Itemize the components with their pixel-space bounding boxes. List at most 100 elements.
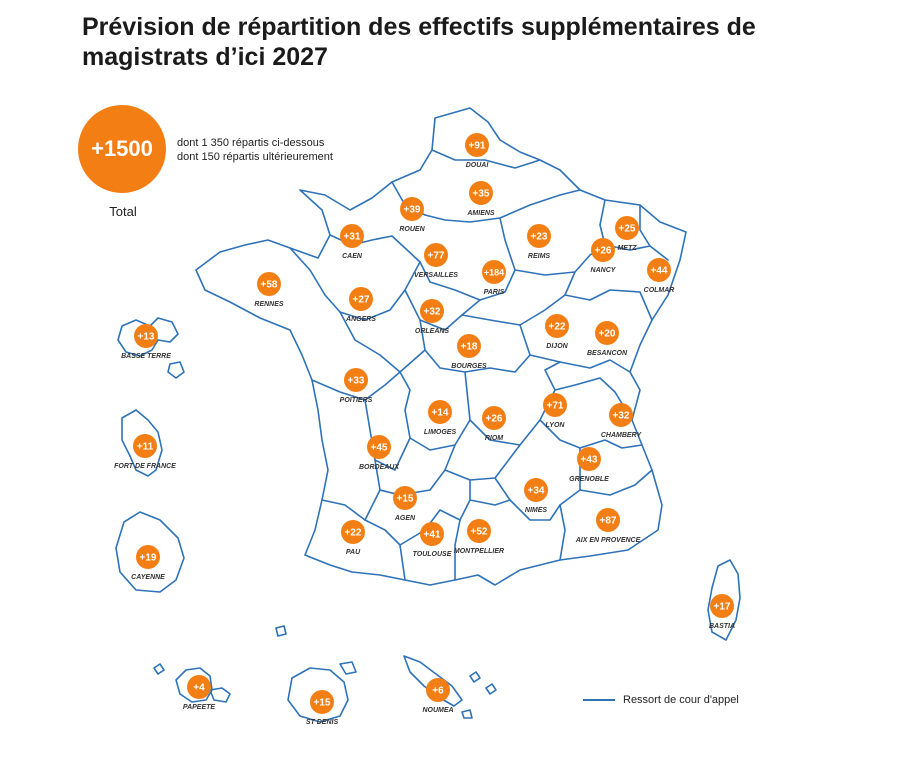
court-fort-de-france: +11 FORT DE FRANCE bbox=[114, 434, 176, 470]
court-dijon: +22 DIJON bbox=[545, 314, 569, 350]
court-badge-angers bbox=[349, 287, 373, 311]
court-value-bastia: +17 bbox=[714, 602, 731, 613]
court-orleans: +32 ORLEANS bbox=[415, 299, 450, 335]
court-toulouse: +41 TOULOUSE bbox=[413, 522, 452, 558]
court-label-toulouse: TOULOUSE bbox=[413, 551, 452, 558]
court-badge-colmar bbox=[647, 258, 671, 282]
court-noumea: +6 NOUMEA bbox=[422, 678, 454, 714]
court-label-metz: METZ bbox=[617, 245, 637, 252]
court-value-orleans: +32 bbox=[424, 307, 441, 318]
total-badge: +1500 bbox=[78, 105, 166, 193]
court-value-riom: +26 bbox=[486, 414, 503, 425]
court-value-metz: +25 bbox=[619, 224, 636, 235]
court-label-agen: AGEN bbox=[394, 515, 416, 522]
court-aix-en-provence: +87 AIX EN PROVENCE bbox=[575, 508, 641, 544]
court-value-besancon: +20 bbox=[599, 329, 616, 340]
court-badge-metz bbox=[615, 216, 639, 240]
court-label-paris: PARIS bbox=[484, 289, 505, 296]
court-badge-nimes bbox=[524, 478, 548, 502]
court-limoges: +14 LIMOGES bbox=[424, 400, 456, 436]
legend-line-swatch bbox=[583, 699, 615, 701]
court-label-orleans: ORLEANS bbox=[415, 328, 450, 335]
total-note-line2: dont 150 répartis ultérieurement bbox=[177, 151, 333, 163]
court-label-nancy: NANCY bbox=[591, 267, 617, 274]
court-label-grenoble: GRENOBLE bbox=[569, 476, 609, 483]
guyane-outline bbox=[115, 511, 185, 593]
court-label-nimes: NIMES bbox=[525, 507, 548, 514]
court-badge-rennes bbox=[257, 272, 281, 296]
court-label-bourges: BOURGES bbox=[451, 363, 487, 370]
court-versailles: +77 VERSAILLES bbox=[414, 243, 458, 279]
court-value-limoges: +14 bbox=[432, 408, 449, 419]
court-value-bordeaux: +45 bbox=[371, 443, 388, 454]
court-badge-papeete bbox=[187, 675, 211, 699]
page-title: Prévision de répartition des effectifs s… bbox=[82, 13, 756, 71]
court-label-versailles: VERSAILLES bbox=[414, 272, 458, 279]
court-reims: +23 REIMS bbox=[527, 224, 551, 260]
court-badge-dijon bbox=[545, 314, 569, 338]
court-value-angers: +27 bbox=[353, 295, 370, 306]
court-badge-cayenne bbox=[136, 545, 160, 569]
court-badge-fort-de-france bbox=[133, 434, 157, 458]
court-colmar: +44 COLMAR bbox=[644, 258, 675, 294]
court-badge-rouen bbox=[400, 197, 424, 221]
court-rouen: +39 ROUEN bbox=[399, 197, 426, 233]
court-value-agen: +15 bbox=[397, 494, 414, 505]
corsica-outline bbox=[707, 559, 741, 641]
court-badge-bordeaux bbox=[367, 435, 391, 459]
court-value-caen: +31 bbox=[344, 232, 361, 243]
court-label-bastia: BASTIA bbox=[709, 623, 735, 630]
court-value-montpellier: +52 bbox=[471, 527, 488, 538]
court-value-dijon: +22 bbox=[549, 322, 566, 333]
court-riom: +26 RIOM bbox=[482, 406, 506, 442]
court-label-pau: PAU bbox=[346, 549, 361, 556]
court-badge-poitiers bbox=[344, 368, 368, 392]
total-note-line1: dont 1 350 répartis ci-dessous bbox=[177, 137, 325, 149]
court-besancon: +20 BESANCON bbox=[587, 321, 628, 357]
court-value-reims: +23 bbox=[531, 232, 548, 243]
court-label-noumea: NOUMEA bbox=[422, 707, 453, 714]
court-value-toulouse: +41 bbox=[424, 530, 441, 541]
total-label: Total bbox=[109, 204, 137, 219]
court-value-pau: +22 bbox=[345, 528, 362, 539]
court-label-poitiers: POITIERS bbox=[340, 397, 373, 404]
court-value-basse-terre: +13 bbox=[138, 332, 155, 343]
court-value-douai: +91 bbox=[469, 141, 486, 152]
court-badge-douai bbox=[465, 133, 489, 157]
court-poitiers: +33 POITIERS bbox=[340, 368, 373, 404]
court-badge-st-denis bbox=[310, 690, 334, 714]
court-douai: +91 DOUAI bbox=[465, 133, 489, 169]
court-badge-basse-terre bbox=[134, 324, 158, 348]
court-badge-reims bbox=[527, 224, 551, 248]
court-label-chambery: CHAMBERY bbox=[601, 432, 643, 439]
court-value-nimes: +34 bbox=[528, 486, 545, 497]
court-label-colmar: COLMAR bbox=[644, 287, 675, 294]
court-badge-besancon bbox=[595, 321, 619, 345]
legend: Ressort de cour d'appel bbox=[583, 694, 739, 706]
court-cayenne: +19 CAYENNE bbox=[131, 545, 165, 581]
total-value: +1500 bbox=[91, 136, 153, 161]
court-badge-grenoble bbox=[577, 447, 601, 471]
court-nancy: +26 NANCY bbox=[591, 238, 617, 274]
court-badge-paris bbox=[482, 260, 506, 284]
court-label-angers: ANGERS bbox=[345, 316, 376, 323]
court-label-cayenne: CAYENNE bbox=[131, 574, 165, 581]
court-value-rennes: +58 bbox=[261, 280, 278, 291]
martinique-outline bbox=[121, 409, 163, 477]
court-rennes: +58 RENNES bbox=[254, 272, 284, 308]
court-label-lyon: LYON bbox=[546, 422, 566, 429]
court-amiens: +35 AMIENS bbox=[466, 181, 495, 217]
court-value-rouen: +39 bbox=[404, 205, 421, 216]
court-bourges: +18 BOURGES bbox=[451, 334, 487, 370]
court-label-caen: CAEN bbox=[342, 253, 363, 260]
court-badge-versailles bbox=[424, 243, 448, 267]
court-value-amiens: +35 bbox=[473, 189, 490, 200]
court-lyon: +71 LYON bbox=[543, 393, 567, 429]
court-label-bordeaux: BORDEAUX bbox=[359, 464, 400, 471]
court-badge-riom bbox=[482, 406, 506, 430]
legend-label: Ressort de cour d'appel bbox=[623, 694, 739, 706]
new-caledonia-outline bbox=[403, 655, 463, 707]
court-bordeaux: +45 BORDEAUX bbox=[359, 435, 400, 471]
court-label-papeete: PAPEETE bbox=[183, 704, 215, 711]
